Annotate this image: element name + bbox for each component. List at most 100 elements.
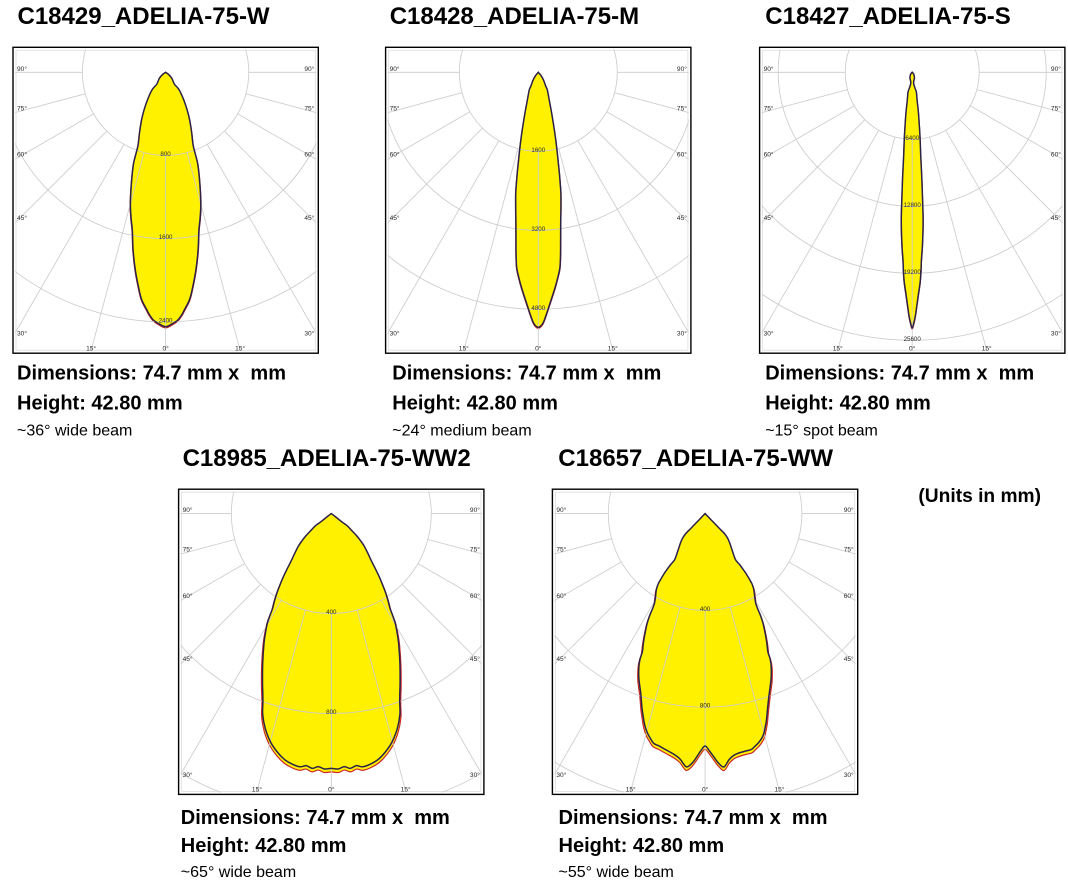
- svg-text:75°: 75°: [1051, 104, 1061, 112]
- svg-text:90°: 90°: [764, 65, 774, 73]
- svg-text:C18985_ADELIA-75-WW2: C18985_ADELIA-75-WW2: [183, 445, 471, 472]
- svg-text:30°: 30°: [844, 771, 854, 779]
- svg-text:15°: 15°: [459, 344, 469, 352]
- svg-text:60°: 60°: [304, 151, 314, 159]
- svg-text:1600: 1600: [531, 147, 545, 154]
- svg-text:400: 400: [700, 606, 711, 613]
- svg-text:90°: 90°: [677, 65, 687, 73]
- svg-text:15°: 15°: [833, 344, 843, 352]
- svg-text:75°: 75°: [17, 104, 27, 112]
- svg-text:90°: 90°: [17, 65, 27, 73]
- svg-text:15°: 15°: [401, 786, 411, 794]
- svg-text:30°: 30°: [183, 771, 193, 779]
- svg-text:~36° wide beam: ~36° wide beam: [17, 422, 132, 439]
- svg-text:45°: 45°: [1051, 214, 1061, 222]
- svg-text:2400: 2400: [159, 317, 173, 324]
- svg-text:~15° spot beam: ~15° spot beam: [765, 422, 878, 439]
- svg-text:C18657_ADELIA-75-WW: C18657_ADELIA-75-WW: [558, 445, 833, 472]
- svg-text:90°: 90°: [1051, 65, 1061, 73]
- svg-text:90°: 90°: [183, 506, 193, 514]
- svg-text:45°: 45°: [304, 214, 314, 222]
- svg-text:30°: 30°: [1051, 330, 1061, 338]
- svg-text:3200: 3200: [531, 226, 545, 233]
- svg-text:Dimensions: 74.7 mm x mm: Dimensions: 74.7 mm x mm: [392, 362, 661, 384]
- svg-text:60°: 60°: [17, 151, 27, 159]
- svg-text:Height: 42.80 mm: Height: 42.80 mm: [181, 835, 347, 857]
- svg-text:30°: 30°: [764, 330, 774, 338]
- svg-text:75°: 75°: [844, 546, 854, 554]
- svg-text:Height: 42.80 mm: Height: 42.80 mm: [392, 392, 558, 414]
- svg-text:30°: 30°: [17, 330, 27, 338]
- svg-text:30°: 30°: [304, 330, 314, 338]
- svg-text:75°: 75°: [764, 104, 774, 112]
- svg-text:45°: 45°: [556, 655, 566, 663]
- svg-text:800: 800: [326, 709, 337, 716]
- svg-text:~65° wide beam: ~65° wide beam: [181, 864, 296, 881]
- svg-text:1600: 1600: [159, 234, 173, 241]
- svg-text:90°: 90°: [844, 506, 854, 514]
- svg-text:60°: 60°: [183, 592, 193, 600]
- svg-text:800: 800: [160, 151, 171, 158]
- svg-text:0°: 0°: [328, 786, 335, 794]
- svg-text:15°: 15°: [252, 786, 262, 794]
- svg-text:15°: 15°: [235, 344, 245, 352]
- svg-text:400: 400: [326, 609, 337, 616]
- svg-text:90°: 90°: [390, 65, 400, 73]
- svg-text:15°: 15°: [86, 344, 96, 352]
- svg-text:12800: 12800: [904, 202, 922, 209]
- svg-text:60°: 60°: [390, 151, 400, 159]
- svg-text:Height: 42.80 mm: Height: 42.80 mm: [559, 835, 725, 857]
- svg-text:60°: 60°: [1051, 151, 1061, 159]
- svg-text:Dimensions: 74.7 mm x mm: Dimensions: 74.7 mm x mm: [559, 807, 828, 829]
- svg-text:75°: 75°: [390, 104, 400, 112]
- svg-text:0°: 0°: [535, 344, 542, 352]
- svg-text:75°: 75°: [470, 546, 480, 554]
- svg-text:19200: 19200: [904, 269, 922, 276]
- svg-text:6400: 6400: [905, 135, 919, 142]
- svg-text:30°: 30°: [390, 330, 400, 338]
- svg-text:90°: 90°: [470, 506, 480, 514]
- svg-text:45°: 45°: [677, 214, 687, 222]
- svg-text:30°: 30°: [470, 771, 480, 779]
- svg-text:75°: 75°: [304, 104, 314, 112]
- svg-text:75°: 75°: [556, 546, 566, 554]
- svg-text:60°: 60°: [470, 592, 480, 600]
- svg-text:0°: 0°: [702, 786, 709, 794]
- svg-text:45°: 45°: [844, 655, 854, 663]
- svg-text:60°: 60°: [677, 151, 687, 159]
- svg-text:45°: 45°: [183, 655, 193, 663]
- svg-text:C18427_ADELIA-75-S: C18427_ADELIA-75-S: [765, 3, 1010, 30]
- svg-text:75°: 75°: [677, 104, 687, 112]
- svg-text:25600: 25600: [904, 336, 922, 343]
- svg-text:60°: 60°: [844, 592, 854, 600]
- svg-text:(Units in mm): (Units in mm): [918, 486, 1041, 507]
- svg-text:Height: 42.80 mm: Height: 42.80 mm: [17, 392, 183, 414]
- svg-text:75°: 75°: [183, 546, 193, 554]
- svg-text:45°: 45°: [390, 214, 400, 222]
- svg-text:90°: 90°: [304, 65, 314, 73]
- svg-text:800: 800: [700, 703, 711, 710]
- svg-text:~24° medium beam: ~24° medium beam: [392, 422, 531, 439]
- svg-text:15°: 15°: [775, 786, 785, 794]
- svg-text:~55° wide beam: ~55° wide beam: [559, 864, 674, 881]
- svg-text:15°: 15°: [608, 344, 618, 352]
- svg-text:Dimensions: 74.7 mm x mm: Dimensions: 74.7 mm x mm: [181, 807, 450, 829]
- svg-text:45°: 45°: [764, 214, 774, 222]
- svg-text:60°: 60°: [556, 592, 566, 600]
- svg-text:45°: 45°: [17, 214, 27, 222]
- svg-text:45°: 45°: [470, 655, 480, 663]
- svg-text:C18429_ADELIA-75-W: C18429_ADELIA-75-W: [18, 3, 270, 30]
- svg-text:60°: 60°: [764, 151, 774, 159]
- svg-text:0°: 0°: [162, 344, 169, 352]
- svg-text:Dimensions: 74.7 mm x mm: Dimensions: 74.7 mm x mm: [17, 362, 286, 384]
- svg-text:0°: 0°: [909, 344, 916, 352]
- svg-text:15°: 15°: [982, 344, 992, 352]
- svg-text:Height: 42.80 mm: Height: 42.80 mm: [765, 392, 931, 414]
- svg-text:30°: 30°: [556, 771, 566, 779]
- svg-text:15°: 15°: [626, 786, 636, 794]
- svg-text:4800: 4800: [531, 305, 545, 312]
- svg-text:90°: 90°: [556, 506, 566, 514]
- svg-text:Dimensions: 74.7 mm x mm: Dimensions: 74.7 mm x mm: [765, 362, 1034, 384]
- svg-text:C18428_ADELIA-75-M: C18428_ADELIA-75-M: [390, 3, 639, 30]
- svg-text:30°: 30°: [677, 330, 687, 338]
